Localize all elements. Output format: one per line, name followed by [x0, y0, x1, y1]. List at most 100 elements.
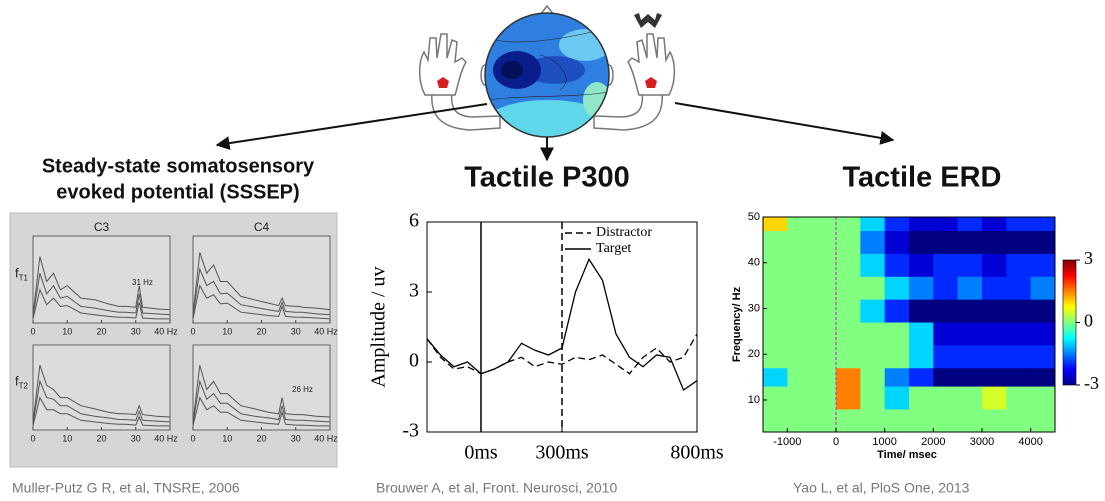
x-tick-label: 3000 — [970, 436, 994, 448]
panel-title: Tactile ERD — [842, 162, 1001, 194]
x-tick-label: 40 Hz — [314, 326, 338, 336]
heatmap-cell — [763, 217, 788, 231]
heatmap-cell — [982, 322, 1007, 345]
colorbar — [1063, 260, 1076, 385]
heatmap-cell — [787, 299, 812, 322]
heatmap-cell — [1031, 276, 1056, 299]
x-tick-label: 0 — [30, 433, 35, 443]
x-tick-label: 4000 — [1018, 436, 1042, 448]
heatmap-cell — [1006, 322, 1031, 345]
heatmap-cell — [812, 345, 837, 368]
heatmap-cell — [1006, 386, 1031, 409]
heatmap-cell — [836, 322, 861, 345]
heatmap-cell — [909, 231, 934, 254]
citation: Muller-Putz G R, et al, TNSRE, 2006 — [12, 480, 240, 496]
heatmap-cell — [933, 299, 958, 322]
heatmap-cell — [958, 299, 983, 322]
heatmap-cell — [787, 409, 812, 432]
heatmap-cell — [787, 276, 812, 299]
heatmap-cell — [958, 217, 983, 231]
x-tick-label: 30 — [291, 326, 301, 336]
colorbar-tick-label: -3 — [1084, 373, 1099, 393]
x-tick-label: 10 — [222, 326, 232, 336]
heatmap-cell — [909, 409, 934, 432]
heatmap-cell — [909, 345, 934, 368]
row-label-sub: T1 — [19, 274, 29, 283]
heatmap-cell — [787, 368, 812, 387]
heatmap-cell — [982, 299, 1007, 322]
x-tick-label: 1000 — [872, 436, 896, 448]
heatmap-cell — [1031, 254, 1056, 277]
heatmap-cell — [812, 254, 837, 277]
x-tick-label: 0 — [30, 326, 35, 336]
heatmap-cell — [787, 322, 812, 345]
x-tick-label: 0 — [190, 433, 195, 443]
heatmap-cell — [982, 368, 1007, 387]
x-tick-label: 30 — [131, 326, 141, 336]
column-title: C4 — [254, 220, 270, 234]
plot-frame — [193, 236, 330, 323]
y-tick-label: -3 — [402, 420, 419, 442]
x-tick-label: 30 — [291, 433, 301, 443]
heatmap-cell — [836, 386, 861, 409]
heatmap-cell — [885, 217, 910, 231]
heatmap-cell — [860, 276, 885, 299]
y-tick-label: 3 — [409, 280, 419, 302]
x-tick-label: 40 Hz — [154, 326, 178, 336]
heatmap-cell — [1031, 409, 1056, 432]
x-tick-label: 0 — [833, 436, 839, 448]
heatmap-cell — [836, 409, 861, 432]
heatmap-cell — [1031, 231, 1056, 254]
y-axis-label: Amplitude / uv — [368, 266, 390, 387]
heatmap-cell — [885, 386, 910, 409]
heatmap-cell — [812, 409, 837, 432]
heatmap-cell — [836, 368, 861, 387]
x-tick-label: 20 — [256, 326, 266, 336]
heatmap-cell — [787, 345, 812, 368]
heatmap-cell — [860, 322, 885, 345]
vibration-icon — [634, 13, 662, 28]
y-tick-label: 0 — [409, 350, 419, 372]
heatmap-cell — [933, 231, 958, 254]
heatmap-cell — [958, 345, 983, 368]
heatmap-cell — [885, 276, 910, 299]
heatmap-cell — [885, 231, 910, 254]
heatmap-cell — [909, 276, 934, 299]
heatmap-cell — [836, 217, 861, 231]
heatmap-cell — [836, 254, 861, 277]
heatmap-cell — [860, 409, 885, 432]
heatmap-cell — [763, 231, 788, 254]
figure: Steady-state somatosensoryevoked potenti… — [0, 0, 1105, 501]
heatmap-cell — [933, 368, 958, 387]
x-tick-label: 10 — [62, 326, 72, 336]
heatmap-cell — [1006, 409, 1031, 432]
heatmap-cell — [982, 217, 1007, 231]
x-tick-label: 20 — [96, 433, 106, 443]
heatmap-cell — [860, 231, 885, 254]
heatmap-cell — [933, 386, 958, 409]
x-tick-label: 0ms — [464, 442, 498, 464]
heatmap-cell — [763, 254, 788, 277]
heatmap-cell — [885, 368, 910, 387]
x-tick-label: 20 — [256, 433, 266, 443]
colorbar-tick-label: 0 — [1084, 311, 1093, 331]
page: {"chart_data": [ {"type": "spectra", "ti… — [0, 0, 1105, 501]
heatmap-cell — [860, 299, 885, 322]
scalp-region — [501, 61, 523, 79]
heatmap-cell — [1031, 217, 1056, 231]
peak-annotation: 26 Hz — [292, 385, 313, 394]
colorbar-tick-label: 3 — [1084, 248, 1093, 268]
heatmap-cell — [787, 386, 812, 409]
heatmap-cell — [885, 254, 910, 277]
heatmap-cell — [885, 299, 910, 322]
x-tick-label: 40 Hz — [154, 433, 178, 443]
x-tick-label: 10 — [62, 433, 72, 443]
heatmap-cell — [763, 322, 788, 345]
heatmap-cell — [982, 345, 1007, 368]
x-tick-label: 20 — [96, 326, 106, 336]
heatmap-cell — [909, 322, 934, 345]
heatmap-cell — [787, 217, 812, 231]
y-tick-label: 6 — [409, 210, 419, 232]
panel-title: Steady-state somatosensory — [42, 155, 315, 177]
heatmap-cell — [763, 368, 788, 387]
